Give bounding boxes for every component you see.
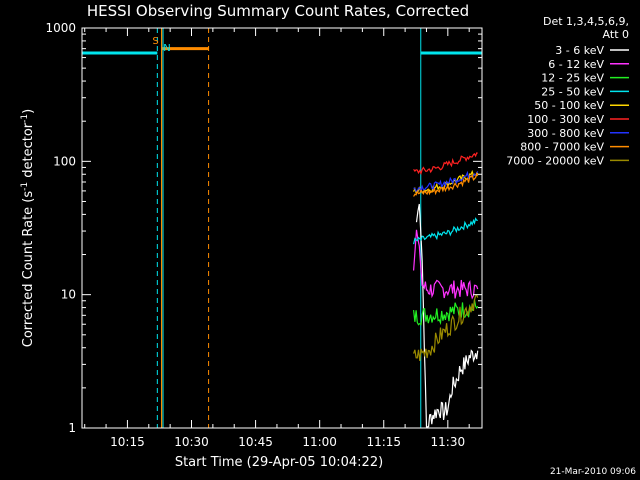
y-tick-label: 100 — [53, 154, 76, 168]
y-tick-label: 10 — [61, 288, 76, 302]
x-tick-label: 11:00 — [302, 435, 337, 449]
x-axis-label: Start Time (29-Apr-05 10:04:22) — [175, 455, 383, 470]
legend-label-8: 7000 - 20000 keV — [506, 154, 604, 167]
legend-header-line2: Att 0 — [603, 28, 629, 41]
legend-label-5: 100 - 300 keV — [527, 113, 604, 126]
legend-header-line1: Det 1,3,4,5,6,9, — [543, 15, 629, 28]
marker-label-S: S — [152, 36, 158, 47]
y-axis-label: Corrected Count Rate (s-1 detector-1) — [20, 109, 36, 347]
legend-label-6: 300 - 800 keV — [527, 127, 604, 140]
series-line-2 — [413, 299, 479, 326]
legend-label-1: 6 - 12 keV — [548, 58, 604, 71]
series-line-5 — [413, 152, 478, 176]
legend-label-3: 25 - 50 keV — [541, 85, 604, 98]
x-tick-label: 10:30 — [174, 435, 209, 449]
series-line-6 — [413, 170, 479, 193]
y-axis: 1 10 100 1000 — [45, 21, 482, 435]
series-line-1 — [413, 229, 479, 300]
plot-area: SN — [81, 28, 483, 428]
x-tick-label: 11:15 — [366, 435, 401, 449]
legend-label-2: 12 - 25 keV — [541, 72, 604, 85]
y-tick-label: 1000 — [45, 21, 76, 35]
legend-label-7: 800 - 7000 keV — [520, 141, 604, 154]
series-line-7 — [413, 171, 479, 197]
x-tick-label: 10:15 — [110, 435, 145, 449]
date-stamp: 21-Mar-2010 09:06 — [550, 467, 636, 477]
x-tick-label: 11:30 — [431, 435, 466, 449]
chart-title: HESSI Observing Summary Count Rates, Cor… — [87, 2, 469, 20]
series-line-3 — [413, 217, 478, 245]
series-line-8 — [413, 294, 479, 361]
legend-label-0: 3 - 6 keV — [555, 44, 604, 57]
marker-label-N: N — [163, 43, 170, 54]
legend-label-4: 50 - 100 keV — [534, 99, 604, 112]
series-line-0 — [415, 203, 479, 428]
plot-frame — [81, 27, 483, 429]
x-axis: 10:15 10:30 10:45 11:00 11:15 11:30 — [84, 28, 470, 449]
y-tick-label: 1 — [68, 421, 76, 435]
x-tick-label: 10:45 — [238, 435, 273, 449]
